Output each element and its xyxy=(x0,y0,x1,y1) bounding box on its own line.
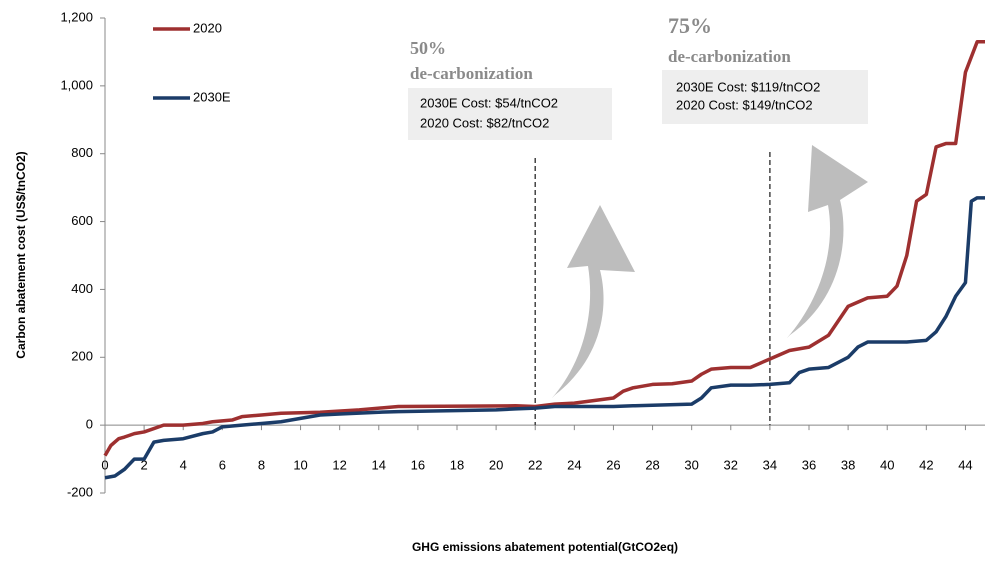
annotation-label: de-carbonization xyxy=(410,64,533,83)
x-tick-label: 32 xyxy=(724,457,738,472)
x-tick-label: 8 xyxy=(258,457,265,472)
y-tick-label: 400 xyxy=(71,281,93,296)
x-tick-label: 24 xyxy=(567,457,581,472)
y-tick-label: 1,000 xyxy=(60,77,93,92)
y-tick-label: 600 xyxy=(71,213,93,228)
annotation-label: de-carbonization xyxy=(668,47,791,66)
x-axis-title: GHG emissions abatement potential(GtCO2e… xyxy=(412,540,678,554)
annotation-text: 2030E Cost: $54/tnCO2 xyxy=(420,95,558,110)
y-tick-label: 800 xyxy=(71,145,93,160)
x-tick-label: 36 xyxy=(802,457,816,472)
series-line xyxy=(103,40,985,457)
x-tick-label: 12 xyxy=(332,457,346,472)
x-tick-label: 42 xyxy=(919,457,933,472)
annotation-text: 2030E Cost: $119/tnCO2 xyxy=(676,79,820,94)
annotation-pct: 50% xyxy=(410,38,446,58)
x-tick-label: 28 xyxy=(645,457,659,472)
annotation-pct: 75% xyxy=(668,13,712,38)
y-tick-label: 0 xyxy=(86,417,93,432)
x-tick-label: 26 xyxy=(606,457,620,472)
series-line xyxy=(104,196,985,480)
annotation-box xyxy=(408,88,612,140)
legend-label: 2020 xyxy=(193,20,222,35)
x-tick-label: 40 xyxy=(880,457,894,472)
x-tick-label: 20 xyxy=(489,457,503,472)
x-tick-label: 6 xyxy=(219,457,226,472)
y-tick-label: -200 xyxy=(67,484,93,499)
x-tick-label: 0 xyxy=(101,457,108,472)
x-tick-label: 4 xyxy=(180,457,187,472)
arrow xyxy=(552,205,635,398)
x-tick-label: 2 xyxy=(140,457,147,472)
x-tick-label: 38 xyxy=(841,457,855,472)
arrow xyxy=(787,145,868,338)
y-tick-label: 200 xyxy=(71,349,93,364)
annotation-box xyxy=(662,70,868,124)
annotation-text: 2020 Cost: $149/tnCO2 xyxy=(676,97,813,112)
annotation-text: 2020 Cost: $82/tnCO2 xyxy=(420,115,549,130)
x-tick-label: 16 xyxy=(411,457,425,472)
x-tick-label: 18 xyxy=(450,457,464,472)
y-tick-label: 1,200 xyxy=(60,9,93,24)
x-tick-label: 10 xyxy=(293,457,307,472)
y-axis-title: Carbon abatement cost (US$/tnCO2) xyxy=(14,151,28,358)
x-tick-label: 14 xyxy=(372,457,386,472)
legend-label: 2030E xyxy=(193,89,231,104)
x-tick-label: 22 xyxy=(528,457,542,472)
x-tick-label: 30 xyxy=(684,457,698,472)
x-tick-label: 44 xyxy=(958,457,972,472)
x-tick-label: 34 xyxy=(763,457,777,472)
